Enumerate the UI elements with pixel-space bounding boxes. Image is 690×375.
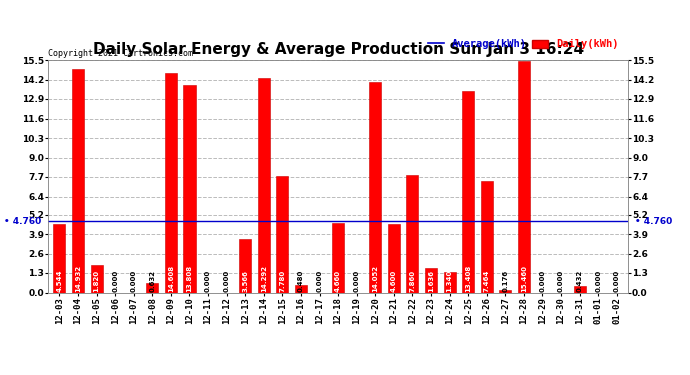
- Text: 0.000: 0.000: [354, 270, 359, 292]
- Bar: [72, 69, 84, 292]
- Text: 4.600: 4.600: [391, 270, 397, 292]
- Bar: [184, 86, 195, 292]
- Text: 3.566: 3.566: [242, 270, 248, 292]
- Text: 0.632: 0.632: [149, 270, 155, 292]
- Text: 4.660: 4.660: [335, 270, 341, 292]
- Text: • 4.760: • 4.760: [4, 217, 41, 226]
- Bar: [239, 239, 251, 292]
- Text: 0.000: 0.000: [558, 270, 564, 292]
- Text: 0.000: 0.000: [317, 270, 322, 292]
- Bar: [258, 78, 270, 292]
- Bar: [406, 175, 418, 292]
- Bar: [295, 285, 307, 292]
- Bar: [481, 180, 493, 292]
- Legend: Average(kWh), Daily(kWh): Average(kWh), Daily(kWh): [424, 35, 622, 53]
- Bar: [425, 268, 437, 292]
- Bar: [500, 290, 511, 292]
- Bar: [573, 286, 586, 292]
- Text: 14.052: 14.052: [372, 265, 378, 292]
- Text: 7.464: 7.464: [484, 269, 490, 292]
- Bar: [332, 223, 344, 292]
- Bar: [276, 176, 288, 292]
- Bar: [444, 272, 455, 292]
- Bar: [53, 224, 66, 292]
- Text: 4.544: 4.544: [57, 269, 63, 292]
- Text: 7.860: 7.860: [409, 270, 415, 292]
- Bar: [518, 61, 530, 292]
- Text: 15.460: 15.460: [521, 265, 527, 292]
- Bar: [165, 74, 177, 292]
- Text: 1.340: 1.340: [446, 269, 453, 292]
- Text: 14.932: 14.932: [75, 265, 81, 292]
- Text: 7.780: 7.780: [279, 270, 286, 292]
- Text: 0.432: 0.432: [577, 270, 582, 292]
- Bar: [90, 265, 103, 292]
- Text: 14.608: 14.608: [168, 265, 174, 292]
- Text: 14.292: 14.292: [261, 265, 267, 292]
- Bar: [388, 224, 400, 292]
- Text: 0.000: 0.000: [112, 270, 118, 292]
- Text: 1.820: 1.820: [94, 270, 99, 292]
- Text: 0.176: 0.176: [502, 270, 509, 292]
- Text: 13.408: 13.408: [465, 264, 471, 292]
- Bar: [462, 92, 474, 292]
- Text: Copyright 2021 Cartronics.com: Copyright 2021 Cartronics.com: [48, 49, 193, 58]
- Text: 0.000: 0.000: [130, 270, 137, 292]
- Text: 0.000: 0.000: [613, 270, 620, 292]
- Text: 0.000: 0.000: [540, 270, 546, 292]
- Text: 0.000: 0.000: [224, 270, 230, 292]
- Bar: [146, 283, 159, 292]
- Bar: [369, 82, 382, 292]
- Title: Daily Solar Energy & Average Production Sun Jan 3 16:24: Daily Solar Energy & Average Production …: [92, 42, 584, 57]
- Text: 0.000: 0.000: [205, 270, 211, 292]
- Text: • 4.760: • 4.760: [635, 217, 672, 226]
- Text: 0.480: 0.480: [298, 269, 304, 292]
- Text: 1.636: 1.636: [428, 270, 434, 292]
- Text: 13.808: 13.808: [186, 265, 193, 292]
- Text: 0.000: 0.000: [595, 270, 601, 292]
